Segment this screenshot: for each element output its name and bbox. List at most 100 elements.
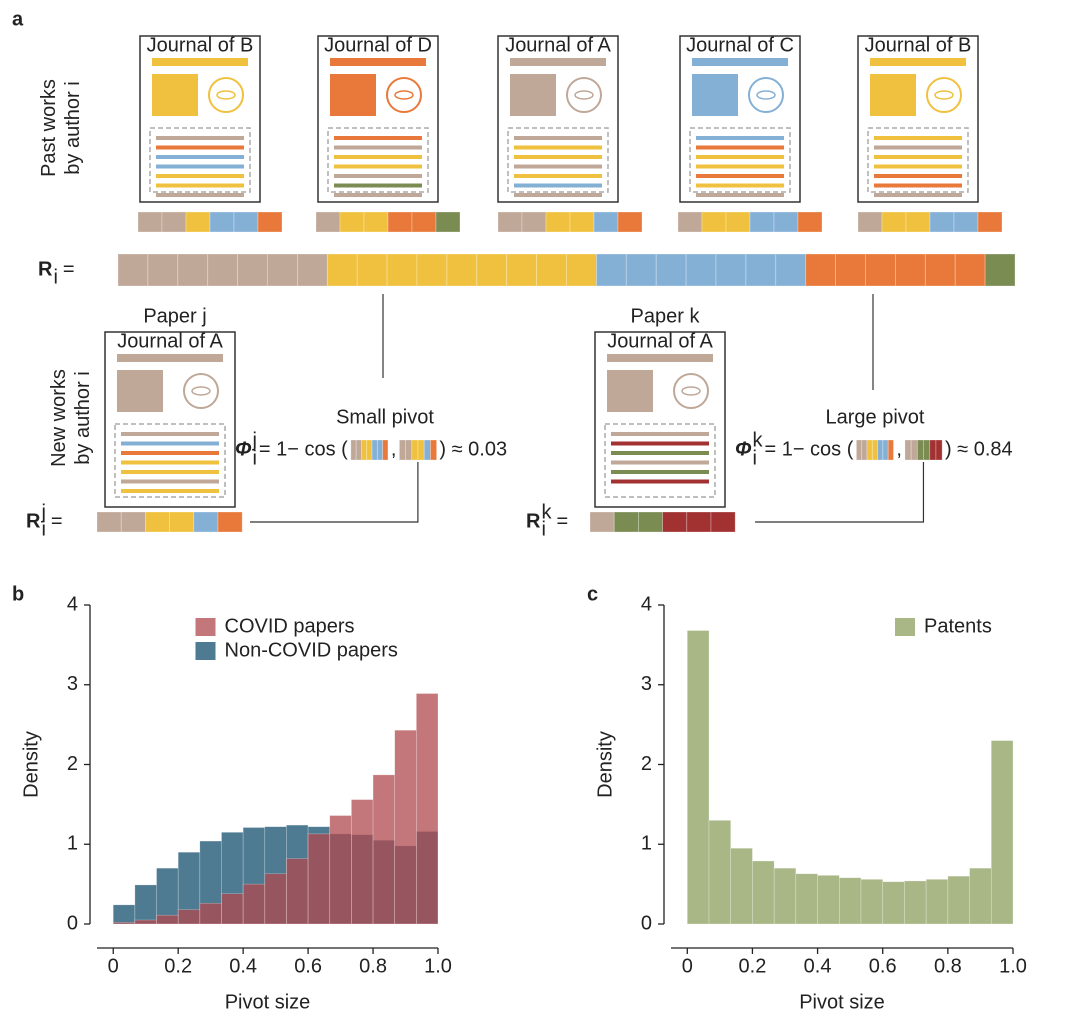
reference-line [696,193,784,197]
superscript: j [40,501,45,523]
paper-figure [510,74,556,116]
y-tick-label: 1 [67,833,78,855]
reference-line [121,432,219,436]
reference-segment [882,439,889,461]
reference-segment [923,439,931,461]
reference-segment [217,511,243,533]
reference-segment [904,439,912,461]
reference-segment [725,211,751,233]
reference-segment [209,211,235,233]
formula-text: , [391,438,397,460]
reference-line [334,174,422,178]
paper-icon [216,90,236,100]
reference-box [507,127,609,193]
reference-segment [161,211,187,233]
paper-header [692,58,788,66]
histogram-bar [264,873,287,925]
histogram-bar [838,877,862,925]
legend-label: Patents [924,615,992,637]
reference-segment [193,511,219,533]
y-tick-label: 1 [641,833,652,855]
reference-segment [953,211,979,233]
reference-line [874,193,962,197]
subscript: i [541,518,545,540]
histogram-bar [773,867,797,925]
reference-line [696,183,784,188]
reference-segment [326,253,358,287]
reference-segment [715,253,747,287]
paper-icon [191,386,211,396]
superscript: k [541,501,552,523]
equals-sign: = [63,258,75,280]
reference-line [696,145,784,150]
x-axis-label: Pivot size [799,991,885,1013]
panel-label: c [587,583,598,605]
reference-line [611,441,709,446]
histogram-bar [177,909,201,925]
reference-segment [593,211,619,233]
journal-name: Journal of A [505,34,611,56]
connector [755,462,925,523]
row-label: New works by author i [48,369,94,467]
equals-sign: = [556,510,568,532]
reference-line [611,479,709,484]
reference-line [874,174,962,178]
reference-segment [887,439,894,461]
reference-segment [569,211,595,233]
histogram-bar [394,729,417,925]
reference-segment [185,211,211,233]
panel-label: b [12,583,24,605]
histogram-bar [307,833,331,925]
reference-segment [745,253,777,287]
paper-header [330,58,426,66]
profile-symbol: R [526,510,541,532]
x-tick-label: 1.0 [424,955,452,977]
histogram-bar [882,881,905,925]
reference-line [121,441,219,446]
reference-segment [423,439,431,461]
subscript: i [41,518,45,540]
x-tick-label: 0.6 [869,955,897,977]
y-tick-label: 3 [641,673,652,695]
x-tick-label: 0.2 [739,955,767,977]
histogram-bar [969,867,992,925]
reference-line [156,136,244,140]
y-axis-label: Density [20,731,42,798]
x-tick-label: 0.6 [294,955,322,977]
histogram-bar [416,693,439,925]
reference-segment [881,211,907,233]
reference-segment [137,211,163,233]
phi-symbol: Φ [235,438,252,460]
reference-segment [350,439,357,461]
histogram-bar [860,879,884,925]
reference-line [514,164,602,169]
reference-segment [984,253,1016,287]
reference-segment [416,253,448,287]
paper-icon [673,373,709,409]
x-tick-label: 0.2 [164,955,192,977]
reference-line [121,489,219,493]
histogram-bar [199,902,222,925]
reference-line [156,174,244,178]
reference-segment [686,511,712,533]
paper-icon [681,386,701,396]
reference-box [867,127,969,193]
reference-segment [339,211,365,233]
reference-line [611,432,709,436]
histogram-bar [947,875,970,925]
paper-icon [566,77,602,113]
reference-segment [929,439,937,461]
reference-line [514,155,602,159]
reference-segment [386,253,418,287]
reference-segment [905,211,931,233]
x-tick-label: 1.0 [999,955,1027,977]
journal-name: Journal of D [324,34,432,56]
reference-segment [866,439,873,461]
reference-line [514,145,602,150]
formula-text: = 1− cos ( [764,438,853,460]
row-label-line: by author i [62,81,84,174]
reference-segment [387,211,413,233]
histogram-bar [795,873,818,925]
histogram-bar [134,919,157,925]
